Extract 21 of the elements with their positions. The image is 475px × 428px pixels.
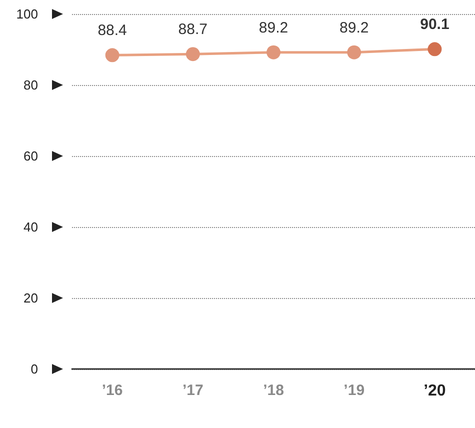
data-label: 90.1	[420, 16, 450, 34]
point	[266, 45, 280, 60]
data-label: 88.7	[178, 21, 208, 38]
x-tick-label: ’18	[263, 382, 284, 399]
data-label: 88.4	[98, 22, 127, 40]
data-label: 89.2	[258, 19, 288, 36]
x-tick-label: ’17	[182, 382, 204, 399]
y-tick-label: 20	[24, 290, 38, 306]
x-tick-label: ’20	[424, 382, 446, 400]
point	[428, 42, 442, 56]
x-tick-label: ’16	[102, 382, 123, 399]
y-tick-label: 40	[24, 220, 38, 234]
x-tick-label: ’19	[344, 382, 365, 399]
y-tick-label: 80	[24, 78, 38, 92]
point	[186, 47, 200, 62]
y-tick-label: 100	[16, 6, 38, 22]
y-tick-label: 0	[30, 362, 38, 376]
point	[105, 48, 120, 62]
y-tick-label: 60	[24, 148, 38, 164]
data-label: 89.2	[340, 19, 369, 36]
point	[347, 45, 362, 60]
